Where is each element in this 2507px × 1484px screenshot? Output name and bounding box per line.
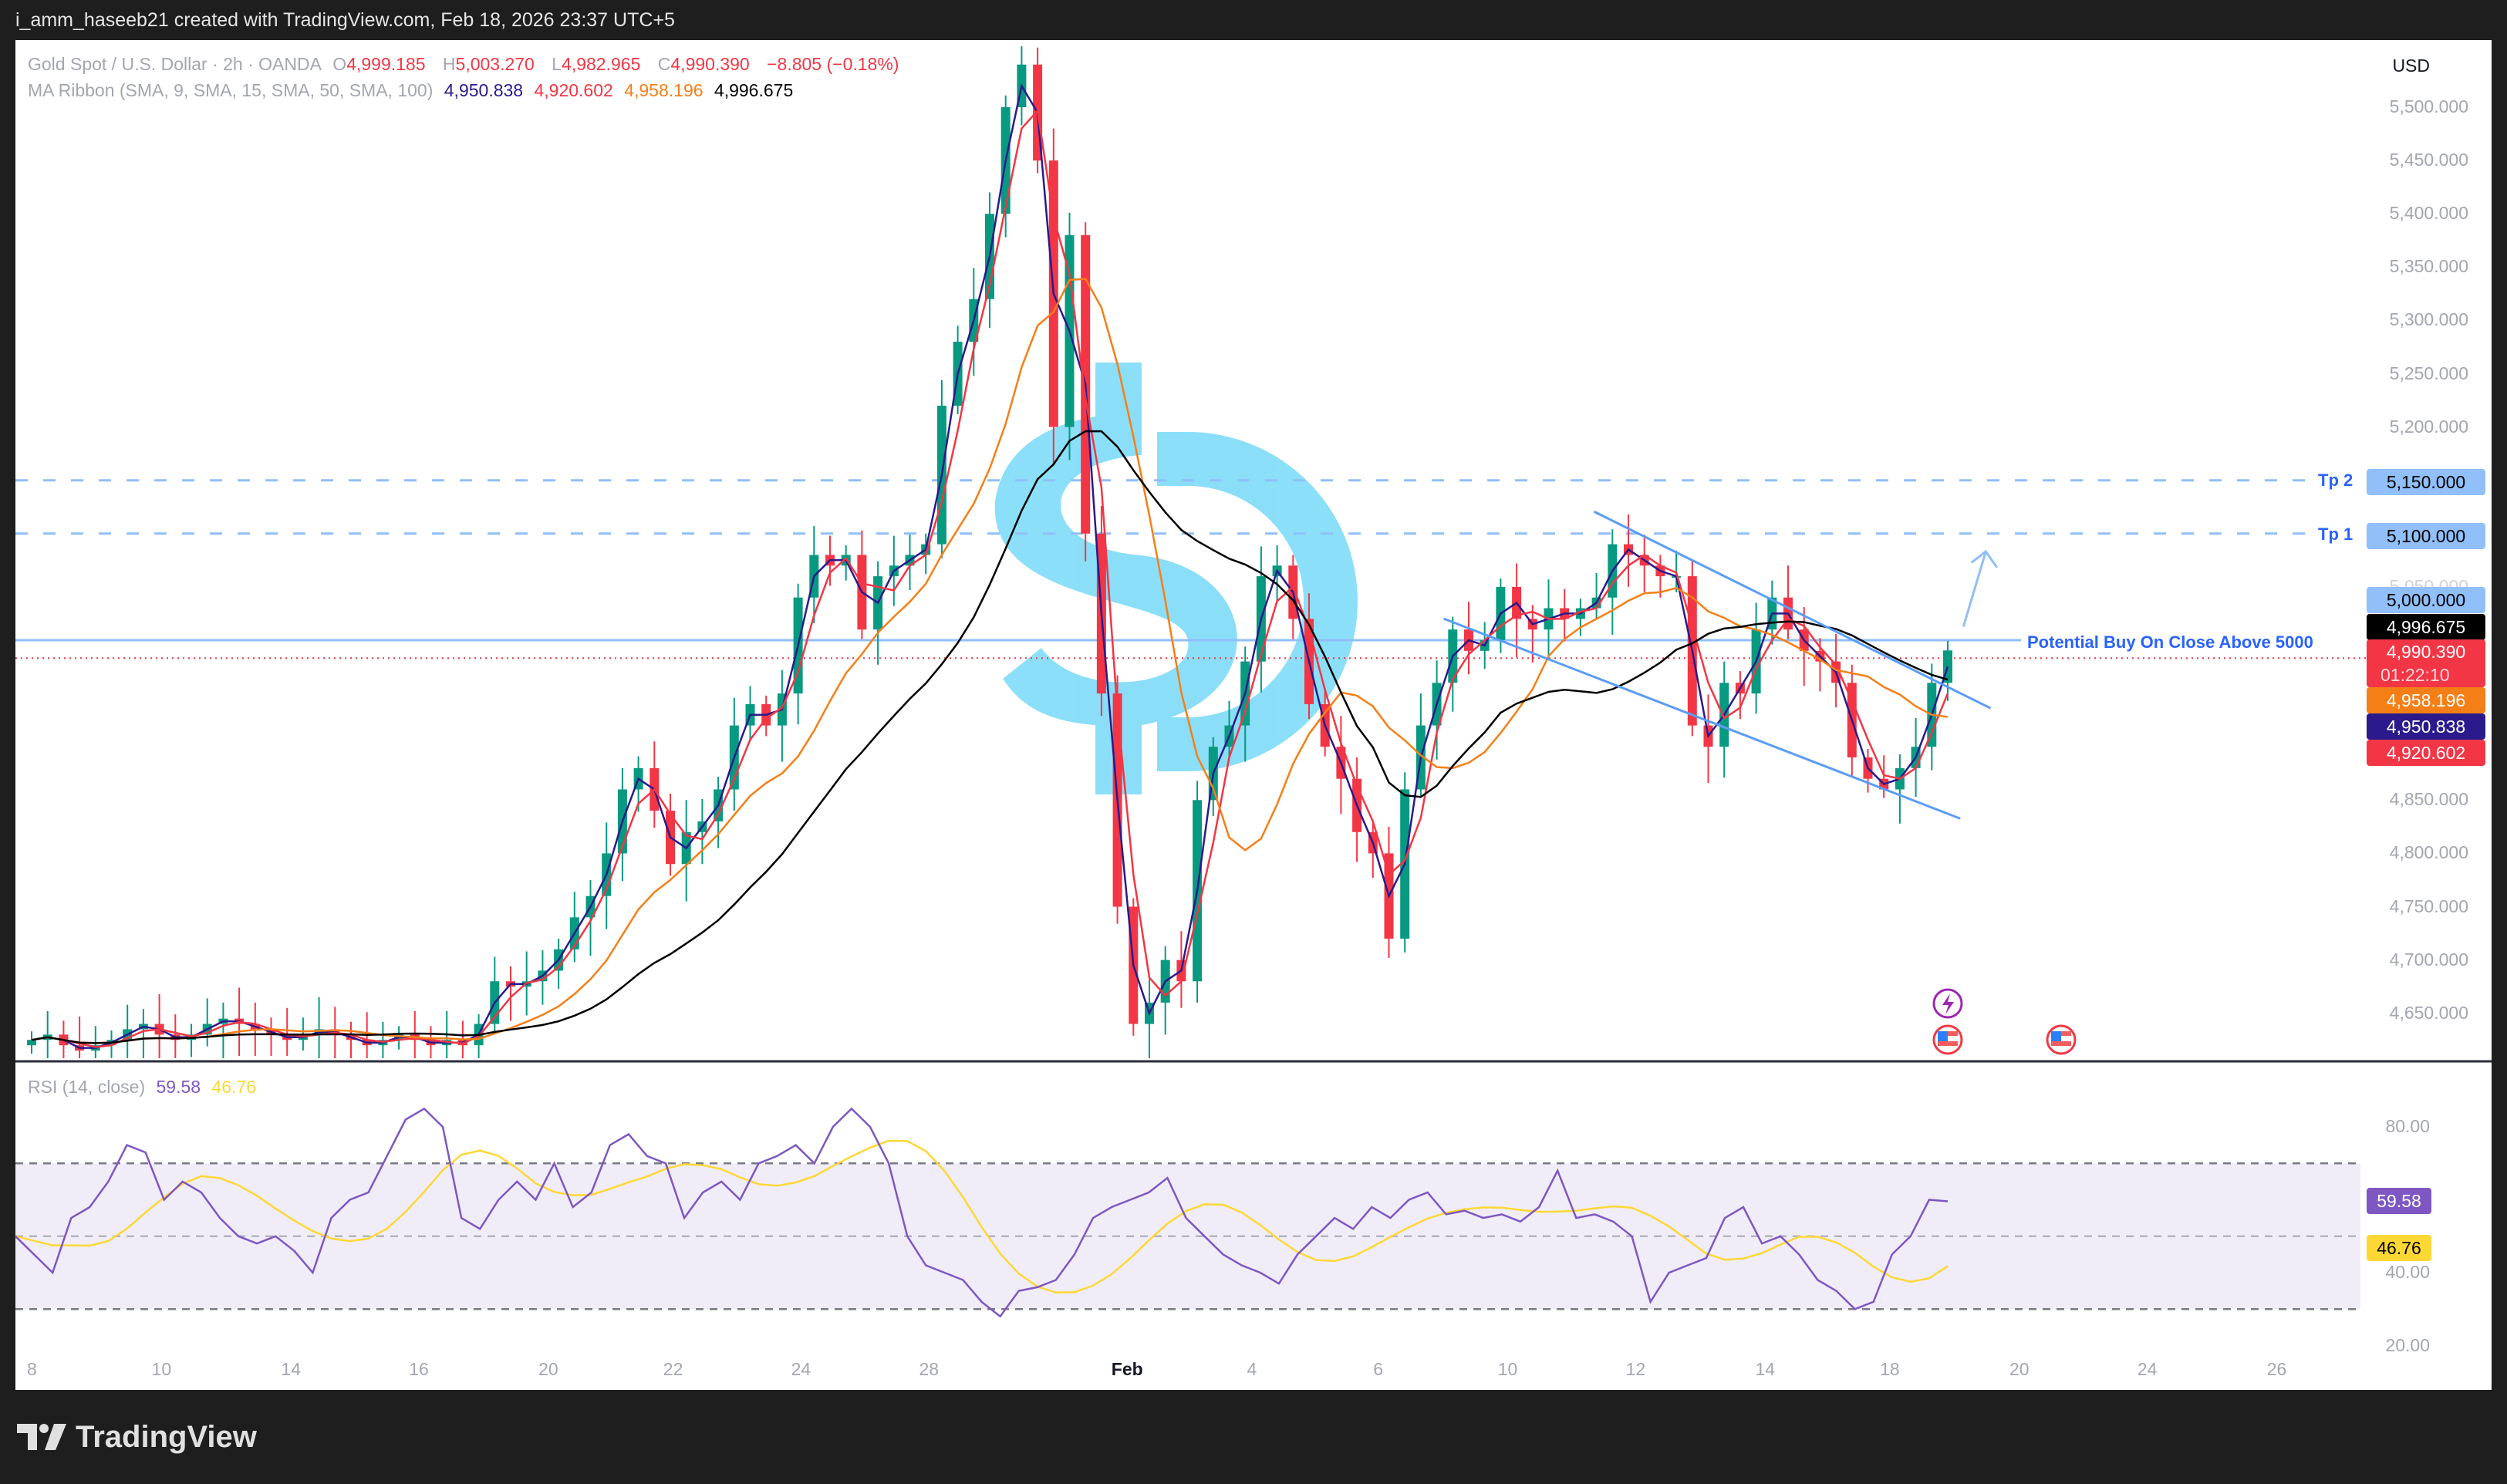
symbol-name: Gold Spot / U.S. Dollar · 2h · OANDA bbox=[28, 54, 322, 74]
time-tick: 16 bbox=[409, 1359, 429, 1379]
ma-ribbon-legend[interactable]: MA Ribbon (SMA, 9, SMA, 15, SMA, 50, SMA… bbox=[28, 80, 799, 101]
time-tick: 28 bbox=[919, 1359, 940, 1379]
price-tick: 5,450.000 bbox=[2389, 150, 2468, 170]
price-label-box: 5,000.000 bbox=[2367, 587, 2485, 613]
ma-ribbon-label: MA Ribbon (SMA, 9, SMA, 15, SMA, 50, SMA… bbox=[28, 80, 434, 100]
rsi-ma-value: 46.76 bbox=[211, 1077, 257, 1097]
lightning-icon bbox=[1942, 993, 1954, 1014]
price-label-box: 4,996.675 bbox=[2367, 614, 2485, 640]
time-tick: 18 bbox=[1880, 1359, 1900, 1379]
price-tick: 4,650.000 bbox=[2389, 1002, 2468, 1023]
flag-canton bbox=[1938, 1031, 1948, 1041]
low-value: 4,982.965 bbox=[562, 54, 641, 74]
symbol-legend: Gold Spot / U.S. Dollar · 2h · OANDA O4,… bbox=[28, 54, 905, 75]
rsi-legend[interactable]: RSI (14, close) 59.58 46.76 bbox=[28, 1077, 262, 1098]
ma50-value: 4,958.196 bbox=[624, 80, 704, 100]
rsi-value-box: 59.58 bbox=[2367, 1188, 2431, 1215]
low-label: L bbox=[552, 54, 562, 74]
time-tick: 20 bbox=[538, 1359, 558, 1379]
credit-text: i_amm_haseeb21 created with TradingView.… bbox=[15, 9, 675, 31]
price-tick: 5,500.000 bbox=[2389, 96, 2468, 116]
tradingview-logo-icon bbox=[17, 1424, 66, 1450]
high-label: H bbox=[442, 54, 456, 74]
buy-label[interactable]: Potential Buy On Close Above 5000 bbox=[2027, 632, 2313, 652]
time-tick: 12 bbox=[1625, 1359, 1646, 1379]
time-tick: 10 bbox=[1497, 1359, 1518, 1379]
price-tick: 4,850.000 bbox=[2389, 789, 2468, 810]
price-label-box: 5,100.000 bbox=[2367, 523, 2485, 549]
price-tick: 5,250.000 bbox=[2389, 363, 2468, 383]
rsi-tick: 80.00 bbox=[2385, 1116, 2430, 1136]
credit-bar: i_amm_haseeb21 created with TradingView.… bbox=[0, 0, 2507, 40]
price-label-box: 5,150.000 bbox=[2367, 469, 2485, 495]
ma100-line bbox=[31, 430, 1949, 1044]
ma15-value: 4,920.602 bbox=[534, 80, 613, 100]
price-label-box: 4,990.390 01:22:10 bbox=[2367, 639, 2485, 687]
watermark-logo bbox=[994, 363, 1358, 794]
arrow-up-icon bbox=[1962, 549, 1999, 627]
ma9-line bbox=[31, 83, 1949, 1049]
open-value: 4,999.185 bbox=[346, 54, 426, 74]
time-tick: 4 bbox=[1247, 1359, 1257, 1379]
change-value: −8.805 (−0.18%) bbox=[767, 54, 899, 74]
time-tick: 14 bbox=[281, 1359, 302, 1379]
price-tick: 4,700.000 bbox=[2389, 949, 2468, 970]
price-tick: 4,800.000 bbox=[2389, 842, 2468, 863]
rsi-ma-line bbox=[15, 1139, 1949, 1294]
channel-upper-line bbox=[1593, 510, 1992, 710]
rsi-ma-value-box: 46.76 bbox=[2367, 1235, 2431, 1262]
time-tick: 6 bbox=[1373, 1359, 1384, 1379]
time-tick: 10 bbox=[151, 1359, 172, 1379]
bar-countdown: 01:22:10 bbox=[2380, 665, 2450, 685]
price-tick: 5,200.000 bbox=[2389, 416, 2468, 437]
flag-stripe bbox=[1938, 1041, 1958, 1046]
time-tick: 24 bbox=[2137, 1359, 2158, 1379]
price-label-box: 4,958.196 bbox=[2367, 687, 2485, 713]
channel-lower-line bbox=[1443, 617, 1961, 820]
time-tick: 20 bbox=[2009, 1359, 2030, 1379]
open-label: O bbox=[332, 54, 347, 74]
rsi-line bbox=[15, 1107, 1949, 1318]
time-tick: 22 bbox=[663, 1359, 683, 1379]
candle-body bbox=[27, 1040, 36, 1046]
price-tick: 5,400.000 bbox=[2389, 203, 2468, 224]
price-tick: 4,750.000 bbox=[2389, 895, 2468, 916]
brand-name: TradingView bbox=[76, 1419, 257, 1454]
rsi-tick: 20.00 bbox=[2385, 1334, 2430, 1355]
price-label-box: 4,920.602 bbox=[2367, 740, 2485, 766]
flag-stripe bbox=[2051, 1041, 2071, 1046]
time-tick: 26 bbox=[2266, 1359, 2287, 1379]
time-tick: 8 bbox=[27, 1359, 37, 1379]
currency-label[interactable]: USD bbox=[2392, 56, 2430, 76]
ma100-value: 4,996.675 bbox=[714, 80, 794, 100]
time-tick: 24 bbox=[791, 1359, 811, 1379]
tp1-label[interactable]: Tp 1 bbox=[2318, 524, 2353, 544]
close-label: C bbox=[657, 54, 671, 74]
price-label-box: 4,950.838 bbox=[2367, 713, 2485, 740]
ma9-value: 4,950.838 bbox=[444, 80, 524, 100]
rsi-value: 59.58 bbox=[156, 1077, 201, 1097]
rsi-tick: 40.00 bbox=[2385, 1262, 2430, 1282]
price-tick: 5,300.000 bbox=[2389, 309, 2468, 330]
tradingview-logo[interactable]: TradingView bbox=[17, 1418, 257, 1456]
tp2-label[interactable]: Tp 2 bbox=[2318, 470, 2353, 490]
ma50-line bbox=[31, 278, 1949, 1044]
high-value: 5,003.270 bbox=[455, 54, 535, 74]
time-tick: Feb bbox=[1111, 1359, 1143, 1379]
time-tick: 14 bbox=[1755, 1359, 1776, 1379]
rsi-label: RSI (14, close) bbox=[28, 1077, 146, 1097]
price-tick: 5,350.000 bbox=[2389, 256, 2468, 277]
flag-canton bbox=[2051, 1031, 2061, 1041]
close-value: 4,990.390 bbox=[670, 54, 750, 74]
